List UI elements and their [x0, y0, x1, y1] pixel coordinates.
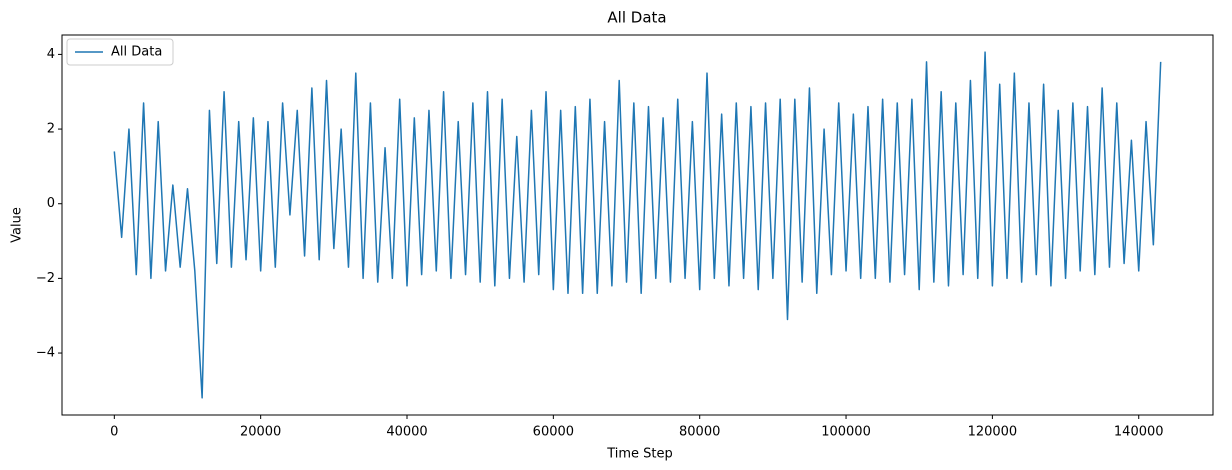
y-tick-label: −4 — [36, 346, 55, 361]
chart-title: All Data — [607, 9, 666, 27]
x-tick-label: 20000 — [240, 425, 281, 440]
data-line — [113, 51, 1162, 399]
x-axis-label: Time Step — [606, 447, 673, 462]
y-tick-label: 0 — [47, 196, 55, 211]
x-tick-label: 120000 — [968, 425, 1018, 440]
x-tick-label: 40000 — [386, 425, 427, 440]
x-tick-label: 0 — [110, 425, 118, 440]
x-tick-label: 80000 — [679, 425, 720, 440]
x-tick-label: 140000 — [1114, 425, 1164, 440]
y-axis-label: Value — [10, 207, 25, 243]
legend-box — [66, 38, 174, 66]
y-tick-label: −2 — [36, 271, 55, 286]
x-tick-label: 100000 — [821, 425, 871, 440]
y-tick-label: 4 — [47, 47, 55, 62]
plot-frame — [61, 34, 1214, 416]
x-tick-label: 60000 — [533, 425, 574, 440]
legend-label: All Data — [111, 45, 162, 60]
y-tick-label: 2 — [47, 122, 55, 137]
